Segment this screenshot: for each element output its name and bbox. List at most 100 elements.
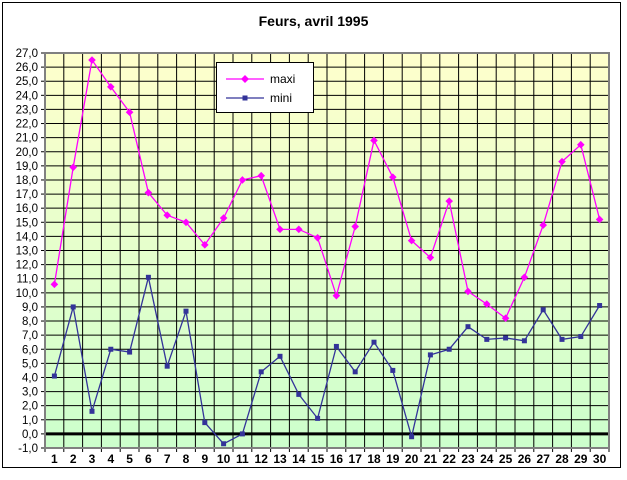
series-line-maxi: [53, 58, 601, 320]
y-axis-label: 14,0: [16, 231, 38, 243]
legend-entry-maxi: maxi: [217, 69, 313, 88]
data-point-marker: [70, 304, 76, 310]
data-point-marker: [521, 338, 527, 344]
y-axis-label: 22,0: [16, 119, 38, 131]
series-mini: [51, 274, 603, 447]
x-axis-label: 22: [443, 452, 457, 466]
y-axis-label: 8,0: [22, 316, 38, 328]
data-point-marker: [221, 441, 227, 447]
data-point-marker: [163, 211, 171, 220]
data-point-marker: [183, 308, 189, 314]
data-point-marker: [445, 197, 453, 205]
y-axis-label: 11,0: [16, 274, 38, 286]
data-point-marker: [276, 225, 284, 234]
data-point-marker: [540, 307, 546, 313]
data-point-marker: [144, 188, 153, 197]
x-axis-label: 15: [311, 452, 325, 466]
data-point-marker: [578, 334, 584, 340]
x-axis-label: 26: [518, 452, 532, 466]
x-axis-label: 28: [555, 452, 569, 466]
x-axis-label: 2: [70, 452, 77, 466]
y-axis-label: 12,0: [16, 260, 38, 272]
data-point-marker: [69, 163, 77, 172]
data-point-marker: [465, 324, 471, 330]
data-point-marker: [50, 280, 59, 289]
y-axis-label: -1,0: [18, 443, 38, 455]
data-point-marker: [332, 291, 341, 300]
x-axis-label: 20: [405, 452, 419, 466]
x-axis-label: 12: [255, 452, 269, 466]
legend-entry-mini: mini: [217, 88, 313, 107]
data-point-marker: [127, 349, 133, 355]
y-axis-label: 27,0: [16, 48, 38, 60]
x-axis-label: 18: [367, 452, 381, 466]
x-axis-label: 13: [273, 452, 287, 466]
data-point-marker: [370, 136, 378, 145]
y-axis-label: 25,0: [16, 76, 38, 88]
x-axis-label: 25: [499, 452, 513, 466]
data-point-marker: [558, 157, 566, 166]
x-axis-label: 4: [107, 452, 114, 466]
y-axis-label: 2,0: [22, 401, 38, 413]
data-point-marker: [501, 314, 510, 323]
data-point-marker: [539, 221, 547, 229]
y-axis-label: 4,0: [22, 372, 38, 384]
data-point-marker: [464, 287, 472, 296]
data-point-marker: [295, 225, 303, 234]
y-axis-label: 23,0: [16, 104, 38, 116]
data-point-marker: [88, 56, 96, 64]
data-point-marker: [333, 343, 339, 349]
data-point-marker: [427, 352, 433, 358]
y-axis-label: 17,0: [16, 189, 38, 201]
x-axis-label: 21: [424, 452, 438, 466]
data-point-marker: [125, 108, 134, 117]
y-axis-label: 0,0: [22, 429, 38, 441]
data-point-marker: [238, 176, 247, 184]
data-point-marker: [202, 420, 208, 426]
data-point-marker: [483, 300, 491, 308]
y-axis-label: 20,0: [16, 147, 38, 159]
data-point-marker: [315, 415, 321, 421]
data-point-marker: [371, 339, 377, 345]
x-axis-label: 19: [386, 452, 400, 466]
data-point-marker: [257, 171, 265, 180]
x-axis-label: 17: [349, 452, 363, 466]
y-axis-label: 7,0: [22, 330, 38, 342]
legend-label-maxi: maxi: [270, 71, 296, 86]
data-point-marker: [145, 274, 151, 280]
data-point-marker: [201, 241, 209, 249]
data-point-marker: [107, 83, 115, 91]
x-axis-label: 1: [51, 452, 58, 466]
x-axis-label: 6: [145, 452, 152, 466]
data-point-marker: [426, 253, 435, 262]
y-axis-label: 5,0: [22, 358, 38, 370]
data-point-marker: [239, 431, 245, 437]
data-point-marker: [164, 363, 170, 369]
data-point-marker: [446, 346, 452, 352]
data-point-marker: [296, 391, 302, 397]
x-axis-label: 14: [292, 452, 306, 466]
y-axis-label: 6,0: [22, 344, 38, 356]
data-point-marker: [277, 353, 283, 359]
data-point-marker: [219, 214, 228, 222]
x-axis-label: 23: [461, 452, 475, 466]
legend: maxi mini: [216, 62, 314, 113]
data-point-marker: [484, 336, 490, 342]
x-axis-label: 24: [480, 452, 494, 466]
x-axis-label: 5: [126, 452, 133, 466]
data-point-marker: [258, 369, 264, 375]
y-axis-label: 19,0: [16, 161, 38, 173]
x-axis-label: 29: [574, 452, 588, 466]
data-point-marker: [503, 335, 509, 341]
data-point-marker: [389, 173, 397, 181]
data-point-marker: [352, 369, 358, 375]
data-point-marker: [559, 336, 565, 342]
y-axis-label: 16,0: [16, 203, 38, 215]
x-axis-label: 8: [183, 452, 190, 466]
data-point-marker: [577, 140, 585, 149]
x-axis-label: 16: [330, 452, 344, 466]
x-axis-label: 27: [537, 452, 551, 466]
data-point-marker: [407, 236, 416, 245]
gridlines: [45, 53, 609, 448]
plot-border: [44, 52, 610, 449]
